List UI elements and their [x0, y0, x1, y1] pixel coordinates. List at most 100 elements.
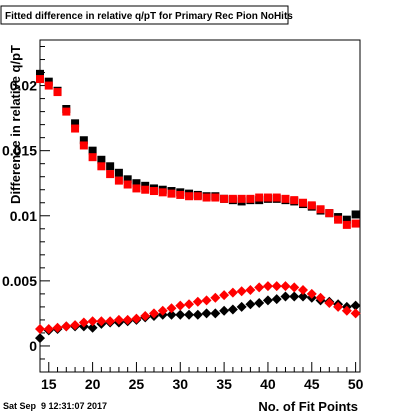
data-point-diamond — [210, 308, 221, 319]
data-point-square — [325, 209, 334, 218]
data-point-square — [36, 75, 44, 84]
data-point-diamond — [166, 309, 177, 320]
data-point-square — [237, 194, 246, 203]
data-point-diamond — [70, 320, 81, 331]
data-point-diamond — [192, 296, 203, 307]
data-point-diamond — [219, 290, 230, 301]
data-point-square — [132, 184, 141, 193]
data-point-diamond — [289, 291, 300, 302]
data-point-square — [255, 193, 264, 202]
data-point-square — [228, 194, 237, 203]
data-point-square — [106, 162, 115, 171]
data-point-square — [342, 215, 351, 224]
data-point-diamond — [201, 308, 212, 319]
data-point-square — [88, 153, 97, 162]
data-point-square — [167, 189, 176, 198]
data-point-diamond — [245, 299, 256, 310]
data-point-square — [71, 124, 80, 133]
data-point-diamond — [113, 314, 124, 325]
data-point-diamond — [254, 297, 265, 308]
data-point-square — [220, 194, 229, 203]
y-tick-label: 0.02 — [10, 78, 37, 94]
x-axis-tick-labels: 15 20 25 30 35 40 45 50 — [41, 376, 364, 392]
data-point-diamond — [298, 284, 309, 295]
data-point-diamond — [52, 322, 63, 333]
data-point-square — [79, 141, 88, 150]
x-axis-ticks — [39, 362, 357, 372]
plot-frame — [39, 39, 361, 373]
data-point-diamond — [350, 300, 361, 311]
series-3-diamond-red — [35, 281, 361, 335]
data-point-square — [132, 179, 141, 188]
timestamp-label: Sat Sep 9 12:31:07 2017 — [3, 401, 107, 411]
y-tick-label: 0.01 — [10, 208, 37, 224]
data-point-square — [316, 205, 325, 214]
x-tick-label: 15 — [41, 376, 57, 392]
data-point-square — [158, 188, 167, 197]
data-point-diamond — [271, 281, 282, 292]
data-point-square — [211, 193, 220, 202]
data-point-diamond — [236, 301, 247, 312]
data-point-square — [202, 193, 211, 202]
data-point-square — [307, 201, 316, 210]
x-tick-label: 50 — [348, 376, 364, 392]
data-point-diamond — [280, 281, 291, 292]
data-point-square — [71, 119, 80, 128]
data-point-diamond — [166, 303, 177, 314]
data-point-diamond — [210, 292, 221, 303]
data-point-square — [176, 190, 185, 199]
data-point-diamond — [254, 282, 265, 293]
data-point-square — [351, 219, 360, 228]
data-point-square — [62, 107, 71, 116]
data-point-diamond — [184, 299, 195, 310]
data-point-diamond — [315, 292, 326, 303]
y-axis-title: Difference in relative q/pT — [8, 45, 23, 204]
data-point-diamond — [122, 314, 133, 325]
y-axis-ticks — [40, 46, 50, 373]
data-point-square — [351, 210, 360, 219]
data-point-diamond — [201, 295, 212, 306]
data-point-diamond — [298, 291, 309, 302]
data-series-layer — [35, 69, 361, 344]
data-point-square — [97, 162, 106, 171]
data-point-diamond — [148, 308, 159, 319]
data-point-diamond — [192, 309, 203, 320]
data-point-square — [290, 196, 299, 205]
data-point-diamond — [245, 284, 256, 295]
data-point-diamond — [61, 321, 72, 332]
x-tick-label: 35 — [216, 376, 232, 392]
data-point-diamond — [140, 311, 151, 322]
data-point-square — [53, 88, 62, 97]
data-point-square — [88, 146, 97, 155]
x-tick-label: 45 — [304, 376, 320, 392]
data-point-diamond — [131, 313, 142, 324]
x-tick-label: 25 — [129, 376, 145, 392]
data-point-square — [114, 168, 123, 177]
data-point-diamond — [175, 309, 186, 320]
data-point-diamond — [87, 322, 98, 333]
data-point-diamond — [87, 316, 98, 327]
data-point-diamond — [262, 295, 273, 306]
chart-title-box — [0, 5, 289, 25]
x-tick-label: 20 — [85, 376, 101, 392]
chart-title: Fitted difference in relative q/pT for P… — [5, 11, 293, 22]
data-point-diamond — [43, 324, 54, 335]
data-point-square — [141, 185, 150, 194]
data-point-diamond — [350, 308, 361, 319]
y-tick-label: 0.005 — [2, 273, 37, 289]
series-1-square-red — [36, 75, 360, 229]
data-point-square — [193, 192, 202, 201]
data-point-square — [299, 198, 308, 207]
y-tick-label: 0.015 — [2, 143, 37, 159]
data-point-diamond — [262, 281, 273, 292]
x-tick-label: 40 — [260, 376, 276, 392]
data-point-diamond — [184, 309, 195, 320]
data-point-diamond — [227, 287, 238, 298]
data-point-square — [272, 193, 281, 202]
y-tick-label: 0 — [29, 338, 37, 354]
data-point-diamond — [35, 324, 45, 335]
data-point-square — [36, 69, 44, 78]
data-point-square — [334, 215, 343, 224]
data-point-square — [263, 193, 272, 202]
